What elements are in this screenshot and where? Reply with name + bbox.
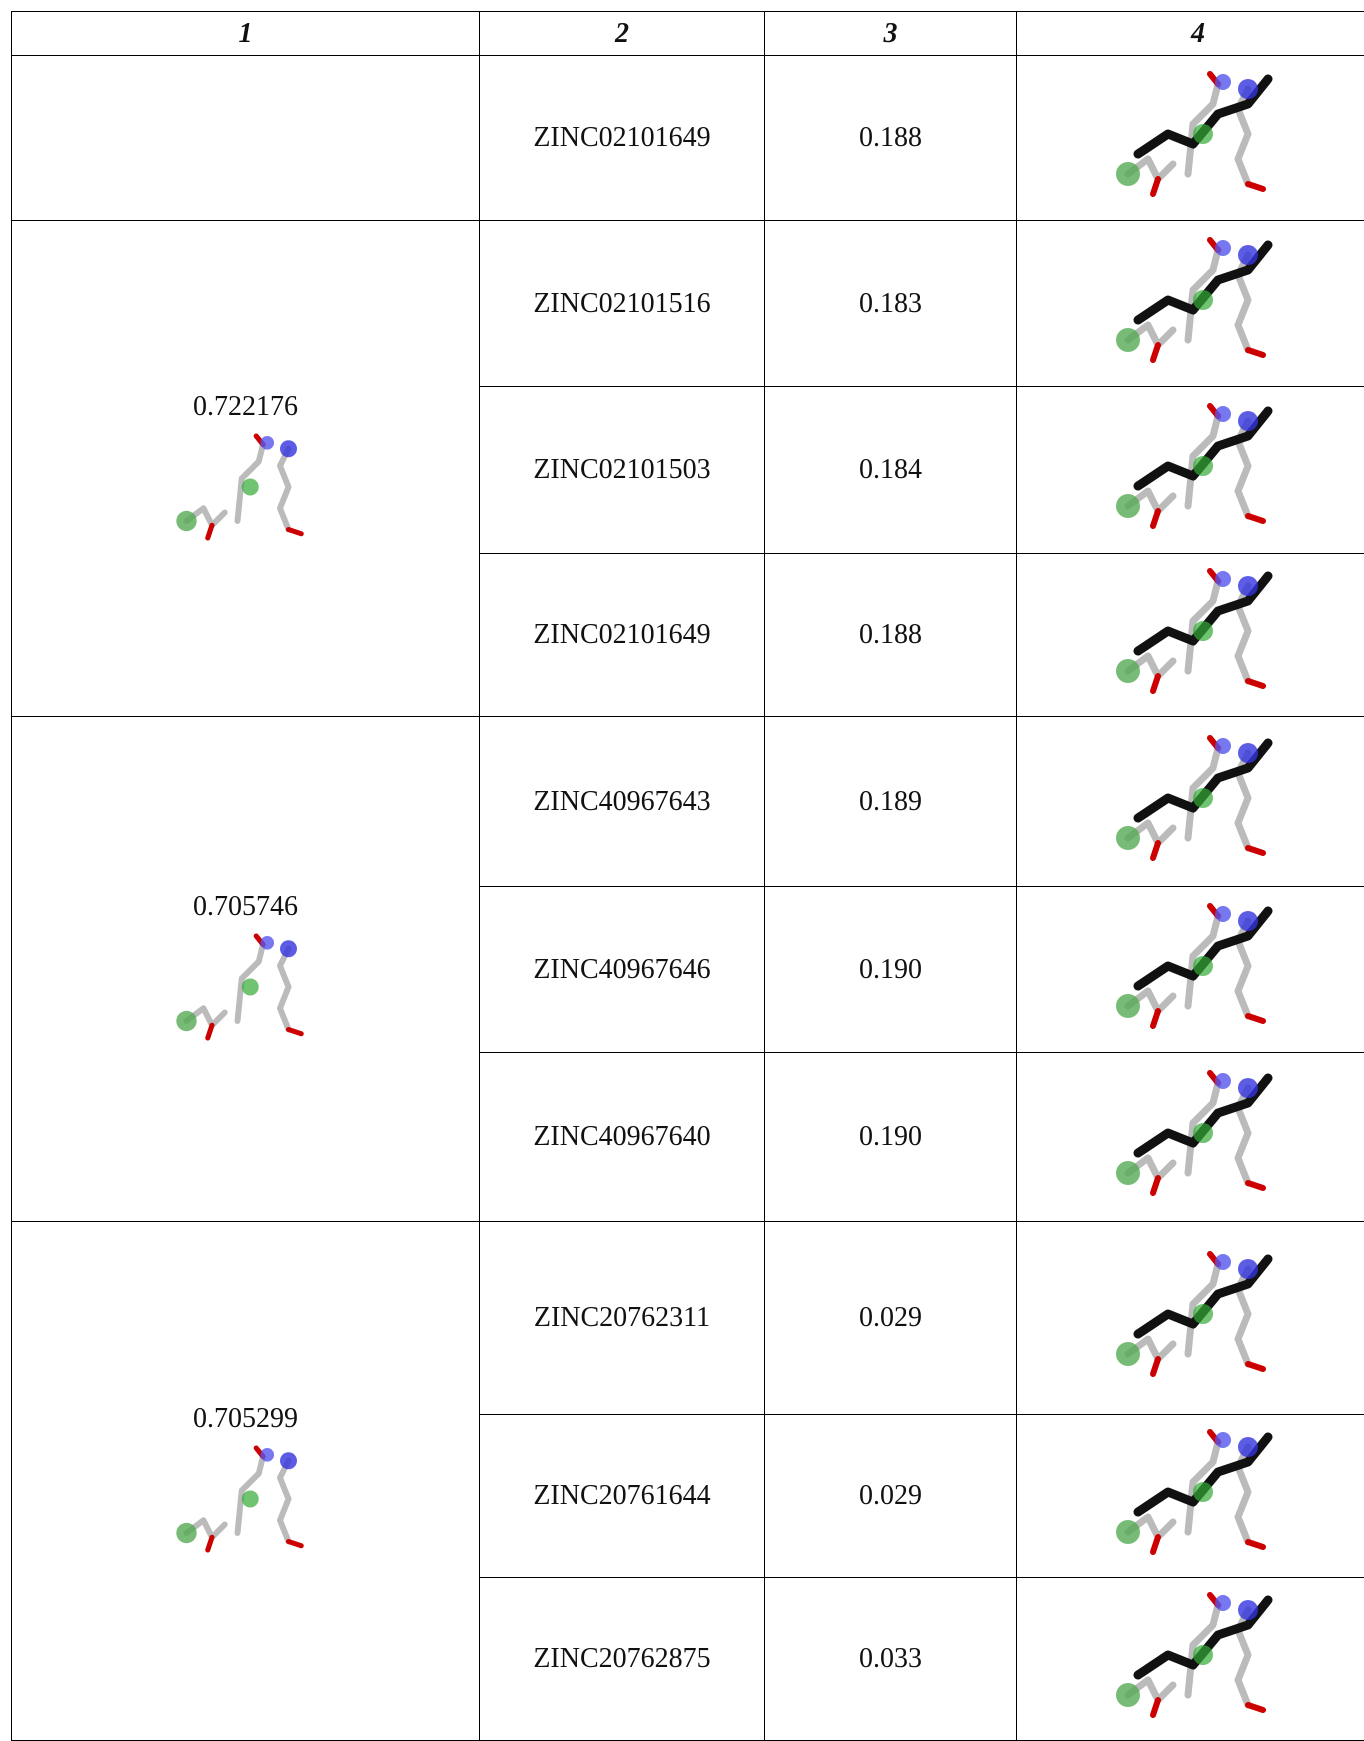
score-value: 0.033 (765, 1578, 1017, 1741)
molecule-image (1098, 1244, 1298, 1384)
structure-cell (1017, 1222, 1364, 1415)
zinc-id: ZINC40967640 (480, 1053, 765, 1222)
score-box: 0.705746 (12, 891, 479, 1047)
score-cell: 0.705299 (12, 1222, 480, 1741)
molecule-image (1098, 728, 1298, 868)
structure-cell (1017, 1053, 1364, 1222)
header-cell: 2 (480, 12, 765, 56)
structure-cell (1017, 387, 1364, 554)
molecule-image (1098, 1585, 1298, 1725)
score-value: 0.029 (765, 1222, 1017, 1415)
structure-cell (1017, 887, 1364, 1053)
header-cell: 4 (1017, 12, 1364, 56)
score-value: 0.188 (765, 554, 1017, 717)
structure-cell (1017, 554, 1364, 717)
zinc-id: ZINC20762311 (480, 1222, 765, 1415)
score-value: 0.189 (765, 717, 1017, 887)
score-value: 0.190 (765, 1053, 1017, 1222)
zinc-id: ZINC40967643 (480, 717, 765, 887)
molecule-image (1098, 396, 1298, 536)
zinc-id: ZINC02101649 (480, 554, 765, 717)
score-value: 0.183 (765, 221, 1017, 387)
structure-cell (1017, 1415, 1364, 1578)
zinc-id: ZINC02101503 (480, 387, 765, 554)
molecule-image (1098, 1422, 1298, 1562)
molecule-image (161, 427, 331, 547)
zinc-id: ZINC20762875 (480, 1578, 765, 1741)
structure-cell (1017, 221, 1364, 387)
header-cell: 3 (765, 12, 1017, 56)
score-text: 0.705299 (193, 1403, 298, 1435)
zinc-id: ZINC40967646 (480, 887, 765, 1053)
score-box: 0.705299 (12, 1403, 479, 1559)
score-cell (12, 56, 480, 221)
molecule-image (1098, 561, 1298, 701)
zinc-id: ZINC02101516 (480, 221, 765, 387)
molecule-image (1098, 230, 1298, 370)
score-text: 0.722176 (193, 391, 298, 423)
score-box: 0.722176 (12, 391, 479, 547)
molecule-image (161, 1439, 331, 1559)
header-cell: 1 (12, 12, 480, 56)
molecule-image (1098, 896, 1298, 1036)
zinc-id: ZINC02101649 (480, 56, 765, 221)
score-value: 0.190 (765, 887, 1017, 1053)
molecule-image (1098, 1063, 1298, 1203)
score-cell: 0.722176 (12, 221, 480, 717)
zinc-id: ZINC20761644 (480, 1415, 765, 1578)
score-cell: 0.705746 (12, 717, 480, 1222)
molecule-image (1098, 64, 1298, 204)
score-text: 0.705746 (193, 891, 298, 923)
molecule-image (161, 927, 331, 1047)
page: {"table": { "header": ["1", "2", "3", "4… (0, 0, 1364, 1740)
structure-cell (1017, 717, 1364, 887)
score-value: 0.029 (765, 1415, 1017, 1578)
structure-cell (1017, 56, 1364, 221)
structure-cell (1017, 1578, 1364, 1741)
score-value: 0.184 (765, 387, 1017, 554)
score-value: 0.188 (765, 56, 1017, 221)
